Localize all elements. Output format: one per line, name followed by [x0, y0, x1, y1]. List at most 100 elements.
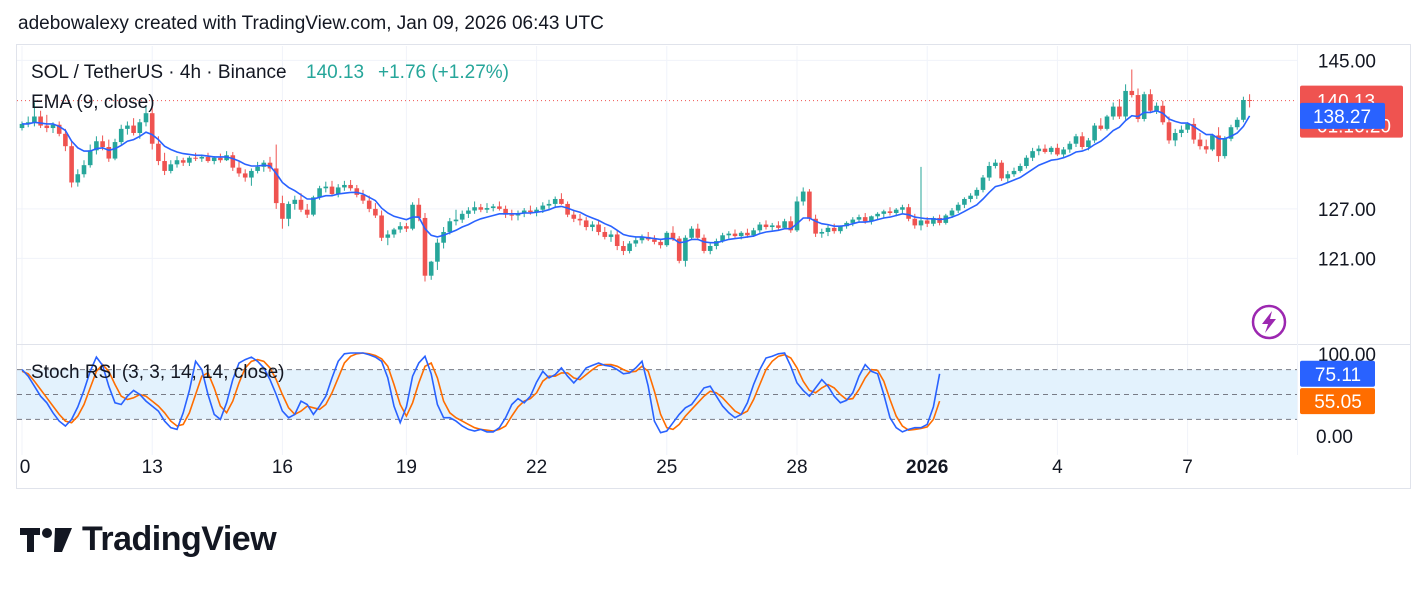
candle[interactable]: [608, 230, 614, 242]
candle[interactable]: [931, 216, 936, 227]
candle[interactable]: [404, 222, 409, 232]
candle[interactable]: [689, 226, 694, 241]
candle[interactable]: [19, 121, 25, 131]
candle[interactable]: [273, 144, 279, 209]
candle[interactable]: [292, 195, 298, 210]
candle[interactable]: [639, 234, 645, 244]
candle[interactable]: [887, 207, 893, 216]
candle[interactable]: [850, 217, 856, 227]
alert-lightning-icon[interactable]: [1251, 304, 1287, 340]
candle[interactable]: [906, 203, 911, 222]
candle[interactable]: [726, 231, 732, 239]
candle[interactable]: [1123, 84, 1128, 120]
candle[interactable]: [503, 205, 508, 218]
candle[interactable]: [621, 241, 626, 256]
candle[interactable]: [1222, 136, 1228, 159]
candle[interactable]: [385, 230, 391, 246]
candle[interactable]: [428, 260, 434, 280]
candle[interactable]: [1191, 118, 1197, 144]
candle[interactable]: [590, 221, 595, 232]
candle[interactable]: [180, 157, 186, 166]
candle[interactable]: [974, 187, 980, 199]
candle[interactable]: [81, 160, 87, 178]
candle[interactable]: [1197, 132, 1203, 150]
candle[interactable]: [1148, 89, 1153, 114]
candle[interactable]: [1179, 125, 1184, 138]
candle[interactable]: [1129, 69, 1135, 98]
candle[interactable]: [143, 106, 149, 127]
candle[interactable]: [986, 161, 992, 181]
candle[interactable]: [993, 159, 998, 169]
candle[interactable]: [373, 203, 378, 218]
candle[interactable]: [1117, 99, 1122, 119]
candle[interactable]: [249, 168, 254, 186]
candle[interactable]: [695, 223, 701, 241]
candle[interactable]: [174, 156, 180, 168]
candle[interactable]: [813, 214, 818, 237]
candle[interactable]: [125, 121, 130, 135]
candle[interactable]: [1024, 155, 1029, 169]
candle[interactable]: [63, 128, 68, 152]
candle[interactable]: [714, 238, 719, 250]
candle[interactable]: [788, 216, 794, 233]
candle[interactable]: [955, 202, 961, 214]
candle[interactable]: [69, 141, 74, 188]
candle[interactable]: [205, 152, 211, 163]
candle[interactable]: [459, 210, 465, 223]
candle[interactable]: [869, 215, 874, 225]
candle[interactable]: [968, 193, 973, 203]
candle[interactable]: [131, 118, 136, 136]
candle[interactable]: [329, 180, 335, 197]
candle[interactable]: [435, 238, 440, 270]
candle[interactable]: [230, 151, 236, 171]
candle[interactable]: [1228, 124, 1234, 142]
candle[interactable]: [881, 209, 887, 218]
candle[interactable]: [875, 212, 880, 220]
candle[interactable]: [652, 235, 657, 245]
candle[interactable]: [645, 231, 651, 242]
stoch-d-tag[interactable]: [1300, 388, 1375, 415]
candle[interactable]: [559, 193, 564, 205]
ema-line[interactable]: [22, 109, 1251, 244]
candle[interactable]: [577, 213, 583, 226]
candle[interactable]: [56, 121, 62, 137]
candle[interactable]: [1067, 141, 1073, 153]
candle[interactable]: [1154, 102, 1159, 115]
candle[interactable]: [25, 116, 31, 128]
candle[interactable]: [509, 209, 515, 221]
ema-value-tag[interactable]: [1300, 102, 1385, 129]
tradingview-logo[interactable]: TradingView: [20, 520, 277, 559]
candle[interactable]: [571, 209, 577, 223]
candle[interactable]: [168, 160, 174, 174]
candle[interactable]: [391, 227, 397, 238]
candle[interactable]: [1172, 128, 1178, 147]
candle[interactable]: [366, 195, 372, 213]
candle[interactable]: [236, 161, 242, 177]
candle[interactable]: [94, 136, 99, 155]
candle[interactable]: [1185, 122, 1190, 133]
candle[interactable]: [335, 184, 341, 198]
candle[interactable]: [1061, 147, 1066, 157]
candle[interactable]: [1079, 132, 1085, 150]
candle[interactable]: [441, 227, 446, 249]
candle[interactable]: [552, 196, 558, 209]
candle[interactable]: [707, 243, 713, 255]
candle[interactable]: [962, 197, 967, 209]
candle[interactable]: [633, 236, 639, 247]
candle[interactable]: [546, 199, 552, 210]
candle[interactable]: [614, 230, 620, 251]
candle[interactable]: [757, 222, 763, 233]
candle[interactable]: [1073, 133, 1079, 148]
candle[interactable]: [242, 169, 248, 182]
candle[interactable]: [782, 218, 787, 230]
candle[interactable]: [627, 241, 632, 254]
candle[interactable]: [224, 151, 229, 162]
candle[interactable]: [149, 107, 155, 150]
candle[interactable]: [156, 136, 161, 166]
candle[interactable]: [280, 195, 285, 229]
candle[interactable]: [255, 161, 260, 174]
candle[interactable]: [769, 222, 775, 231]
candle[interactable]: [298, 193, 304, 213]
candle[interactable]: [1030, 147, 1035, 162]
